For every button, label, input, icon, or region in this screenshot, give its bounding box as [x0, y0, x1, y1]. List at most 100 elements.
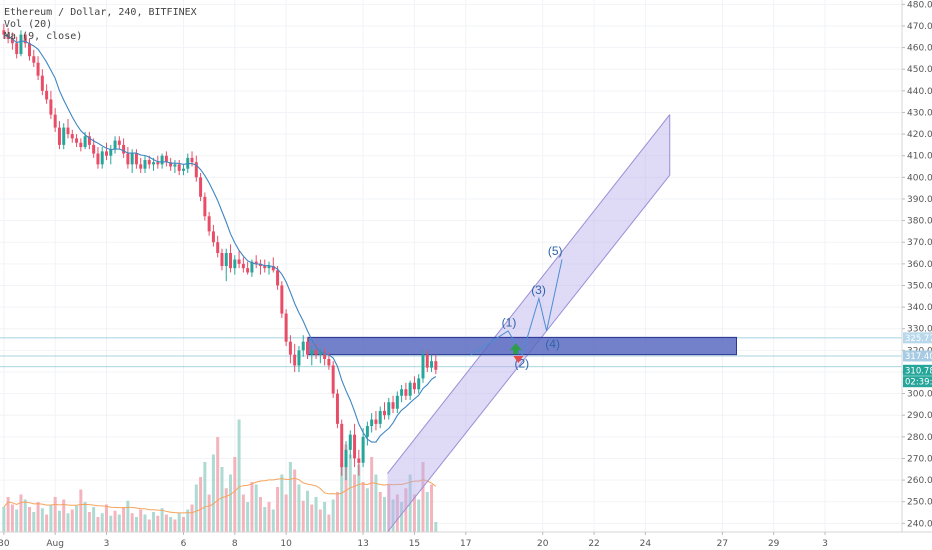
price-tag-box — [903, 376, 932, 388]
candle-body — [220, 253, 224, 266]
resistance-zone[interactable] — [307, 336, 737, 356]
volume-bar — [173, 519, 177, 532]
volume-bar — [79, 489, 83, 532]
channel-upper-line[interactable] — [387, 114, 671, 474]
candle-body — [190, 157, 194, 163]
volume-bar — [164, 514, 168, 532]
volume-bar — [70, 509, 74, 532]
legend-volume[interactable]: Vol (20) — [4, 19, 52, 30]
volume-bar — [434, 522, 438, 532]
volume-bar — [310, 504, 314, 532]
volume-bar — [113, 510, 117, 532]
x-tick-label: 6 — [181, 539, 187, 549]
candle-body — [216, 242, 220, 254]
volume-bar — [57, 510, 61, 532]
volume-bar — [66, 513, 70, 532]
candle-body — [32, 56, 36, 63]
candle-body — [323, 352, 327, 359]
volume-bar — [109, 515, 113, 532]
channel-fill[interactable] — [387, 114, 670, 532]
candle-body — [357, 458, 361, 463]
candle-body — [318, 352, 322, 355]
volume-bar — [122, 507, 126, 532]
volume-bar — [32, 512, 36, 532]
volume-bar — [241, 494, 245, 532]
volume-bar — [430, 484, 434, 532]
x-tick-label: 3 — [104, 539, 110, 549]
volume-bar — [306, 490, 310, 532]
volume-bar — [378, 492, 382, 532]
candle-body — [348, 434, 352, 450]
candle-body — [96, 153, 100, 165]
price-tag-label: 317.40 — [905, 352, 932, 362]
volume-bar — [160, 508, 164, 532]
volume-bar — [139, 509, 143, 532]
candle-body — [425, 354, 429, 368]
y-axis-ticks[interactable]: 480.00 470.00 460.00 450.00 440.00 430.00 420.… — [902, 0, 932, 529]
volume-bar — [10, 504, 14, 532]
x-tick-label: 10 — [280, 539, 292, 549]
y-tick-label: 300.00 — [907, 390, 932, 400]
candle-body — [276, 270, 280, 286]
candle-body — [100, 151, 104, 165]
volume-bar — [370, 457, 374, 532]
wave-label: (1) — [502, 316, 517, 330]
candle-body — [382, 410, 386, 416]
candle-body — [263, 266, 267, 269]
candle-body — [122, 144, 126, 154]
wave-label: (5) — [548, 244, 563, 258]
candle-body — [417, 378, 421, 390]
volume-bar — [194, 484, 198, 532]
legend-symbol[interactable]: Ethereum / Dollar, 240, BITFINEX — [4, 7, 197, 18]
candle-body — [361, 436, 365, 463]
x-tick-label: 20 — [537, 539, 549, 549]
volume-bar — [177, 513, 181, 532]
legend-ma[interactable]: Ma (9, close) — [4, 31, 82, 42]
volume-bar — [130, 513, 134, 532]
wave-path-line[interactable] — [470, 259, 563, 356]
volume-bar — [254, 484, 258, 532]
candle-body — [109, 149, 113, 156]
zone-rectangle[interactable] — [307, 336, 737, 356]
candle-body — [267, 266, 271, 269]
volume-bar — [293, 469, 297, 532]
candle-body — [87, 136, 91, 145]
y-tick-label: 470.00 — [907, 22, 932, 32]
volume-bar — [357, 464, 361, 532]
candle-body — [421, 354, 425, 379]
candle-body — [57, 127, 61, 145]
candle-body — [271, 266, 275, 271]
volume-bar — [318, 509, 322, 532]
elliott-wave[interactable]: (1)(2)(3)(4)(5) — [470, 244, 563, 371]
wave-label: (3) — [531, 283, 546, 297]
wave-label: (4) — [545, 337, 560, 351]
x-tick-label: 3 — [822, 539, 828, 549]
volume-bar — [92, 507, 96, 532]
volume-bar — [331, 499, 335, 532]
candle-body — [395, 395, 399, 409]
trade-markers — [509, 343, 524, 363]
candle-body — [288, 341, 292, 355]
x-tick-label: 15 — [409, 539, 420, 549]
volume-bar — [62, 499, 66, 532]
candle-body — [117, 140, 121, 145]
candle-body — [344, 449, 348, 468]
volume-bar — [323, 502, 327, 532]
candle-body — [258, 263, 262, 266]
volume-bar — [267, 502, 271, 532]
volume-bar — [276, 487, 280, 532]
price-tag-label: 325.77 — [905, 334, 932, 344]
y-tick-label: 440.00 — [907, 87, 932, 97]
volume-bar — [87, 512, 91, 532]
candle-body — [62, 127, 66, 145]
candle-body — [327, 358, 331, 366]
x-axis-ticks[interactable]: 30 Aug 3 6 8 10 13 15 17 20 22 24 27 29 3 — [0, 532, 828, 549]
volume-bar — [258, 497, 262, 532]
volume-bars — [2, 419, 438, 532]
candle-body — [365, 426, 369, 437]
volume-bar — [186, 509, 190, 532]
candle-body — [134, 153, 138, 165]
candle-body — [374, 419, 378, 424]
candle-body — [229, 253, 233, 269]
